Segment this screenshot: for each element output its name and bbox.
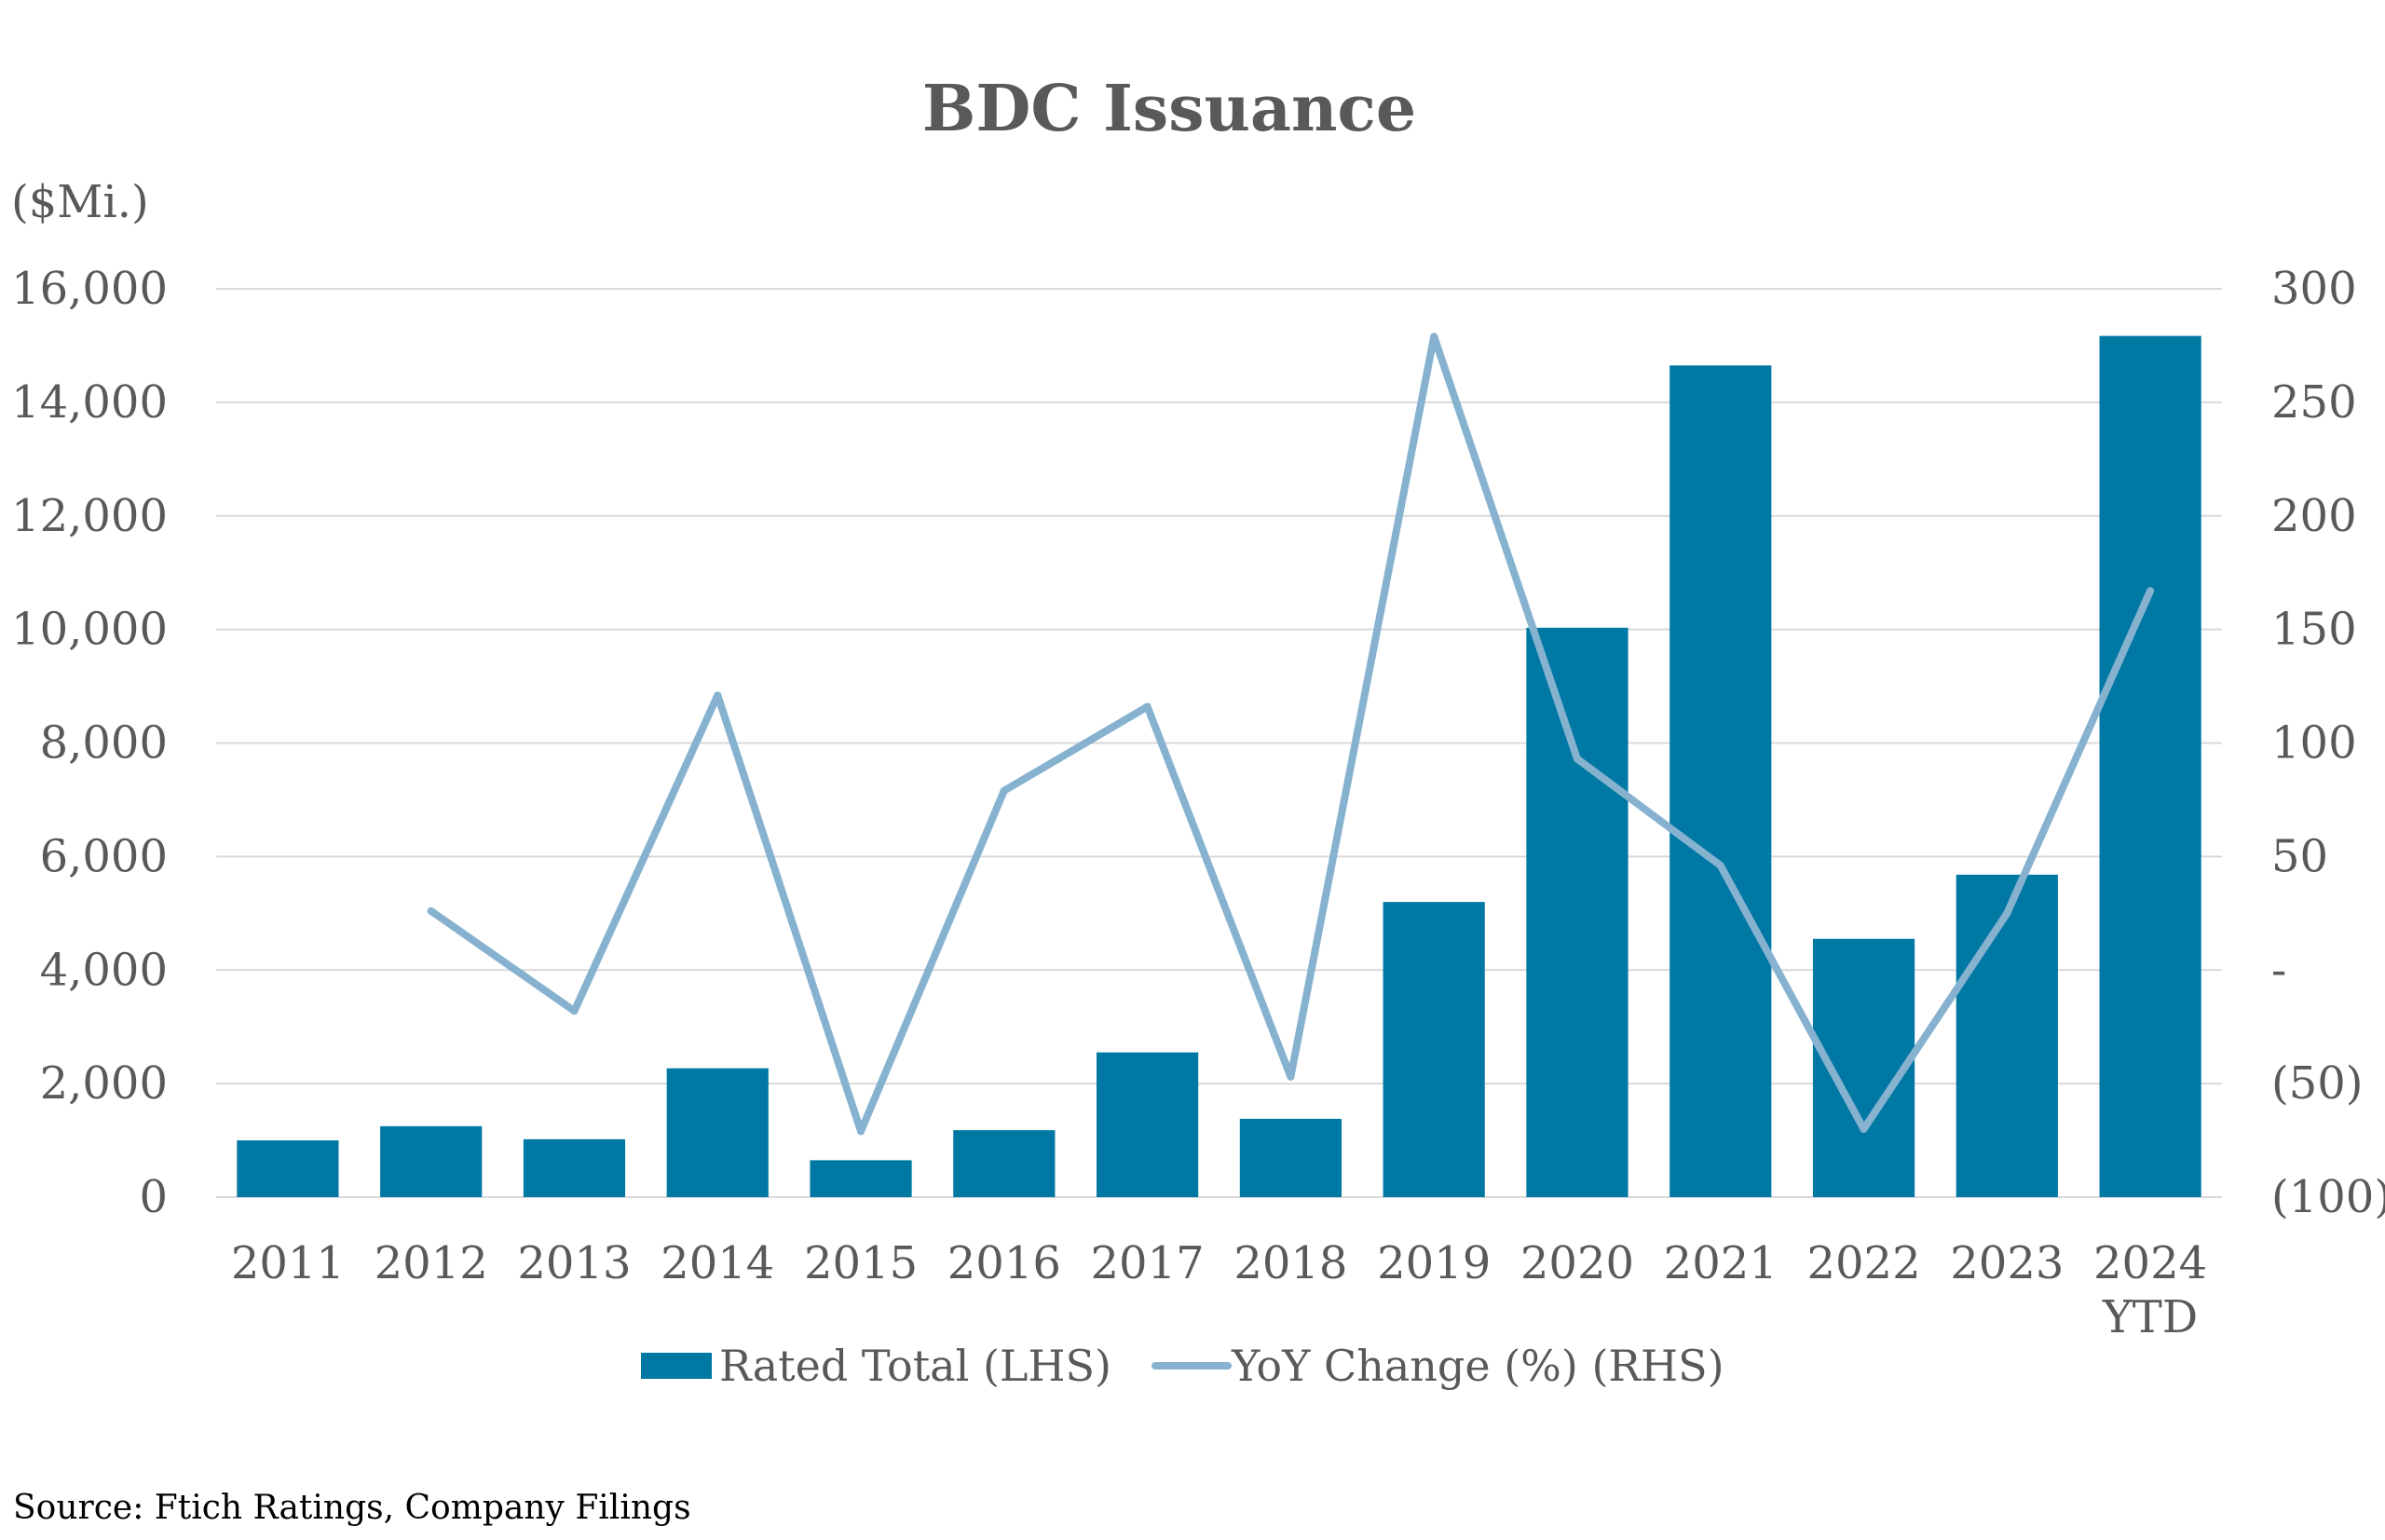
source-note: Source: Ftich Ratings, Company Filings (13, 1489, 691, 1527)
x-axis: 2011 2012 2013 2014 2015 2016 2017 2018 2019 2020… (231, 1237, 2207, 1343)
legend: Rated Total (LHS) YoY Change (%) (RHS) (641, 1341, 1724, 1391)
yoy-point-2022 (1860, 1124, 1868, 1133)
right-tick-label: (100) (2271, 1171, 2385, 1223)
x-tick-label: 2015 (804, 1237, 918, 1289)
left-tick-label: 4,000 (40, 944, 168, 996)
line-series-yoy-change (427, 333, 2155, 1136)
bar-2015 (810, 1160, 912, 1197)
x-tick-label: 2021 (1664, 1237, 1778, 1289)
yoy-point-2020 (1573, 755, 1581, 763)
bar-2023 (1956, 874, 2058, 1197)
right-tick-label: 150 (2271, 604, 2357, 656)
right-axis: (100) (50) - 50 100 150 200 250 300 (2271, 263, 2385, 1223)
x-tick-label: 2018 (1233, 1237, 1347, 1289)
yoy-point-2024-ytd (2146, 587, 2155, 595)
yoy-point-2021 (1716, 862, 1724, 870)
x-tick-label: 2017 (1091, 1237, 1205, 1289)
legend-item-rated-total: Rated Total (LHS) (641, 1341, 1111, 1391)
right-tick-label: 250 (2271, 376, 2357, 429)
bar-2016 (953, 1130, 1056, 1197)
yoy-point-2017 (1143, 702, 1152, 711)
x-tick-label: 2016 (947, 1237, 1061, 1289)
yoy-point-2018 (1287, 1072, 1295, 1081)
x-tick-label: 2019 (1377, 1237, 1491, 1289)
yoy-point-2023 (2003, 909, 2011, 918)
right-tick-label: (50) (2271, 1057, 2364, 1110)
left-tick-label: 8,000 (40, 717, 168, 770)
yoy-point-2014 (714, 691, 722, 700)
left-tick-label: 6,000 (40, 830, 168, 882)
bar-2020 (1526, 627, 1629, 1197)
right-tick-label: 300 (2271, 263, 2357, 315)
right-tick-label: 100 (2271, 717, 2357, 770)
x-tick-label: 2023 (1950, 1237, 2064, 1289)
yoy-point-2019 (1430, 333, 1438, 341)
right-tick-label: - (2271, 944, 2286, 996)
left-tick-label: 14,000 (11, 376, 168, 429)
bar-2018 (1239, 1118, 1342, 1197)
x-tick-label: 2022 (1806, 1237, 1920, 1289)
left-tick-label: 10,000 (11, 604, 168, 656)
chart-title: BDC Issuance (922, 72, 1416, 146)
left-tick-label: 0 (139, 1171, 168, 1223)
yoy-point-2016 (1000, 786, 1008, 795)
left-axis-unit-label: ($Mi.) (11, 176, 149, 228)
bar-2019 (1383, 902, 1485, 1197)
legend-label-rated-total: Rated Total (LHS) (719, 1341, 1111, 1391)
x-tick-label: 2024 YTD (2093, 1237, 2207, 1343)
x-tick-label: 2013 (517, 1237, 631, 1289)
x-tick-label: 2012 (375, 1237, 488, 1289)
left-tick-label: 12,000 (11, 490, 168, 542)
left-tick-label: 2,000 (40, 1057, 168, 1110)
left-tick-label: 16,000 (11, 263, 168, 315)
bar-2017 (1097, 1052, 1199, 1197)
x-tick-label: 2011 (231, 1237, 345, 1289)
yoy-point-2013 (570, 1007, 579, 1015)
yoy-point-2015 (857, 1127, 865, 1136)
bar-2013 (523, 1138, 626, 1197)
x-tick-label: 2014 (661, 1237, 774, 1289)
left-axis: 0 2,000 4,000 6,000 8,000 10,000 12,000 14,000 1… (11, 263, 168, 1223)
bar-2011 (237, 1140, 339, 1197)
gridlines (216, 288, 2222, 1198)
right-tick-label: 50 (2271, 830, 2328, 882)
bar-2021 (1670, 365, 1772, 1197)
yoy-point-2012 (427, 906, 435, 915)
bar-2024-ytd (2099, 335, 2201, 1197)
bar-2012 (380, 1125, 483, 1197)
legend-label-yoy-change: YoY Change (%) (RHS) (1231, 1341, 1724, 1391)
legend-item-yoy-change: YoY Change (%) (RHS) (1152, 1341, 1724, 1391)
right-tick-label: 200 (2271, 490, 2357, 542)
bar-series-rated-total (237, 335, 2201, 1197)
legend-swatch-bar (641, 1353, 712, 1379)
bar-2014 (666, 1068, 769, 1197)
x-tick-label: 2020 (1520, 1237, 1634, 1289)
